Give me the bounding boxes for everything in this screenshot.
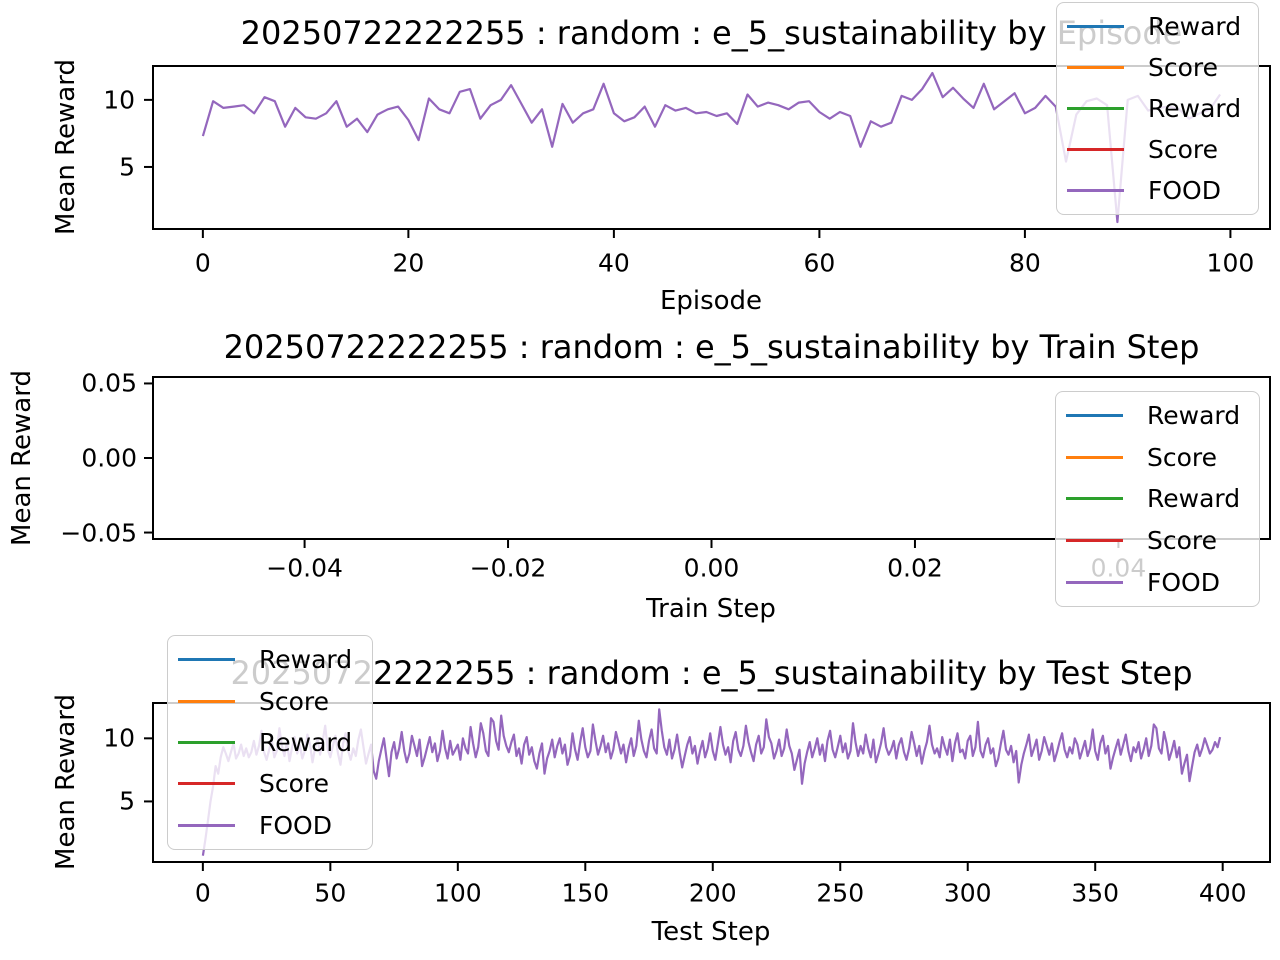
legend-entry: Score [1056,520,1259,562]
legend-line-sample [1067,25,1124,28]
plot-border [152,376,1271,540]
x-tick-label: 150 [561,878,610,908]
x-axis-label: Test Step [651,917,771,947]
legend-entry: Score [168,763,372,804]
x-tick-label: 0.00 [683,553,740,583]
legend-entry: FOOD [1056,561,1259,603]
legend-line-sample [1067,107,1124,110]
plot-area [144,65,1271,238]
legend-line-sample [1067,189,1124,192]
y-tick-label: −0.05 [60,518,137,548]
y-tick-label: 10 [103,723,135,753]
legend-entry: Score [1057,129,1258,170]
x-tick-label: 100 [1206,248,1255,278]
legend-label: Reward [1147,401,1241,431]
y-tick-label: 0.00 [81,443,137,473]
x-tick-label: 40 [597,248,630,278]
legend-entry: Reward [1056,395,1259,437]
legend-line-sample [1066,414,1123,418]
x-tick-label: 350 [1071,878,1120,908]
legend-label: Reward [1147,484,1241,514]
legend-entry: Reward [168,639,372,680]
legend-label: Score [259,769,330,799]
y-tick-label: 5 [119,152,135,182]
chart-title: 20250722222255 : random : e_5_sustainabi… [240,14,1183,52]
x-tick-label: 60 [803,248,836,278]
legend-line-sample [1066,455,1123,459]
legend-entry: Reward [1056,478,1259,520]
legend-entry: Reward [1057,88,1258,129]
x-tick-label: 0 [194,248,211,278]
plot-border [152,702,1271,863]
legend-entry: Score [1056,437,1259,479]
y-axis-label: Mean Reward [7,370,37,546]
legend-label: FOOD [259,810,332,840]
legend-entry: FOOD [168,805,372,846]
legend-line-sample [178,699,235,703]
x-tick-label: 300 [943,878,992,908]
y-tick-label: 0.05 [81,368,137,398]
legend-label: Score [259,686,330,716]
legend-line-sample [1067,148,1124,151]
x-tick-label: 250 [816,878,865,908]
food-line [201,71,1222,224]
legend-entry: Score [168,680,372,721]
legend: Reward Score Reward Score FOOD [1056,2,1259,215]
legend-label: Reward [1148,12,1242,41]
y-tick-label: 5 [119,786,135,816]
legend-entry: Reward [1057,6,1258,47]
legend: Reward Score Reward Score FOOD [167,635,373,850]
legend-line-sample [178,823,235,827]
x-tick-label: 400 [1198,878,1247,908]
y-tick-label: 10 [103,85,135,115]
y-axis-label: Mean Reward [51,694,81,870]
plot-border [152,65,1271,230]
x-tick-label: 80 [1008,248,1041,278]
legend-line-sample [1066,580,1123,584]
x-axis-label: Episode [659,286,763,316]
legend-line-sample [1066,497,1123,501]
legend-label: Score [1147,526,1218,556]
x-axis-label: Train Step [646,594,776,624]
x-tick-label: −0.02 [469,553,547,583]
legend-label: Score [1148,135,1219,164]
legend-label: FOOD [1148,176,1221,205]
chart-title: 20250722222255 : random : e_5_sustainabi… [223,328,1200,366]
legend-label: Reward [259,728,353,758]
x-tick-label: 50 [314,878,347,908]
legend-entry: Reward [168,722,372,763]
legend-line-sample [1066,539,1123,543]
legend-label: Score [1148,53,1219,82]
x-tick-label: 0 [194,878,211,908]
x-tick-label: 200 [688,878,737,908]
legend-line-sample [178,782,235,786]
legend: Reward Score Reward Score FOOD [1055,391,1260,607]
legend-label: Score [1147,442,1218,472]
x-tick-label: 0.02 [887,553,943,583]
chart-title: 20250722222255 : random : e_5_sustainabi… [230,654,1193,692]
x-tick-label: 100 [433,878,482,908]
legend-line-sample [1067,66,1124,69]
legend-entry: Score [1057,47,1258,88]
legend-label: FOOD [1147,567,1220,597]
legend-label: Reward [259,645,353,675]
x-tick-label: 20 [392,248,425,278]
x-tick-label: −0.04 [266,553,343,583]
legend-entry: FOOD [1057,170,1258,211]
legend-line-sample [178,741,235,745]
y-axis-label: Mean Reward [51,59,81,235]
legend-label: Reward [1148,94,1242,123]
legend-line-sample [178,658,235,662]
